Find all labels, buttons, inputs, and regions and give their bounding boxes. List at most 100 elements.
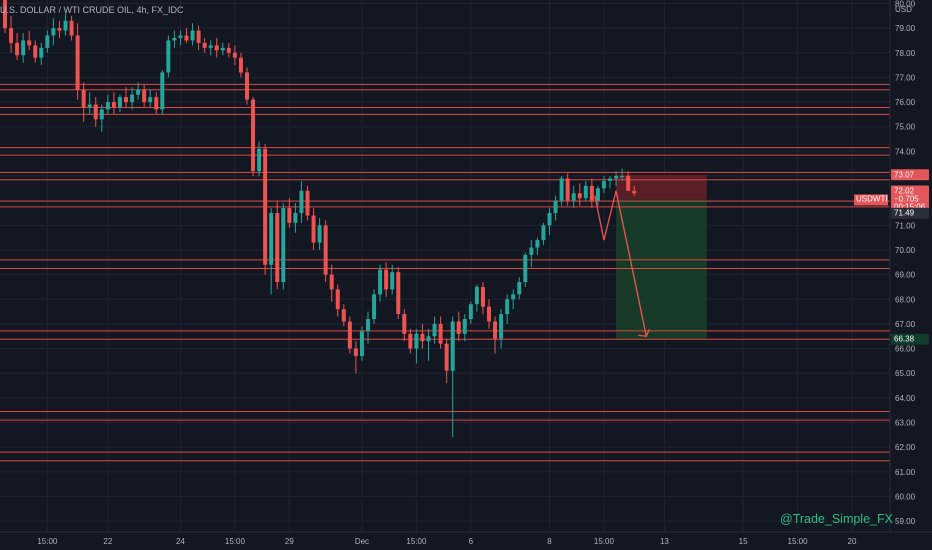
candle-body [408,333,413,349]
candle-body [269,213,274,265]
candle-body [450,321,455,371]
stop-price-tag-text: 73.07 [894,170,915,179]
watermark: @Trade_Simple_FX [780,512,893,526]
candle-body [317,225,322,243]
candle-body [69,20,74,36]
price-tick-label: 61.00 [895,468,916,477]
candle-body [160,72,165,110]
candle-body [178,35,183,38]
candle-body [353,348,358,356]
price-tick-label: 77.00 [895,73,916,82]
candle-body [226,47,231,53]
candle-body [9,28,14,43]
price-tick-label: 79.00 [895,24,916,33]
candle-body [87,104,92,107]
candle-body [601,180,606,189]
price-tick-label: 65.00 [895,369,916,378]
candle-body [347,321,352,349]
support-resistance-zones [0,83,890,462]
candle-body [130,94,135,103]
candle-body [595,188,600,201]
candle-body [323,225,328,275]
current-price-tag-text: 00:15:06 [894,202,926,211]
candle-body [565,178,570,201]
candles [3,0,637,438]
candle-body [553,200,558,213]
candle-body [462,319,467,334]
candle-body [577,193,582,199]
candle-body [493,321,498,339]
projection-path[interactable] [594,190,647,337]
candle-body [257,148,262,172]
candle-body [81,89,86,107]
candle-body [39,47,44,58]
candle-body [293,213,298,223]
candle-body [541,225,546,241]
candle-body [432,323,437,337]
candle-body [124,97,128,103]
target-price-tag[interactable]: 66.38 [891,333,929,345]
candle-body [117,97,122,107]
stop-price-tag[interactable]: 73.07 [891,169,929,181]
price-tick-label: 59.00 [895,517,916,526]
take-profit-zone[interactable] [616,199,707,340]
time-tick-label: 20 [848,537,857,546]
time-axis[interactable] [0,532,890,550]
target-price-tag-bg [891,333,929,345]
candle-body [287,208,292,223]
candle-body [444,343,449,371]
candle-body [281,208,286,283]
candle-body [420,333,425,342]
candle-body [202,42,207,48]
candle-body [499,314,504,339]
time-tick-label: 15:00 [406,537,427,546]
candle-body [583,185,588,199]
candle-body [208,45,213,48]
price-tick-label: 71.00 [895,221,916,230]
candle-body [474,286,479,305]
candle-body [33,45,38,58]
candle-body [523,254,528,283]
candle-body [238,57,243,73]
candle-body [220,47,225,51]
candle-body [154,97,159,110]
price-tick-label: 75.00 [895,123,916,132]
candle-body [196,30,201,43]
candle-body [45,35,50,48]
price-axis[interactable] [890,0,932,550]
candle-body [263,148,268,265]
candle-body [245,72,249,100]
time-tick-label: 15:00 [225,537,246,546]
candle-body [366,319,370,332]
candle-body [414,333,419,349]
price-tick-label: 62.00 [895,443,916,452]
price-tick-label: 76.00 [895,98,916,107]
candle-body [396,272,401,315]
candle-body [608,178,612,181]
candle-body [517,282,522,295]
candle-body [99,109,104,120]
candle-body [529,247,534,255]
price-tick-label: 63.00 [895,419,916,428]
entry-price-tag[interactable]: 71.49 [891,207,929,219]
candle-body [547,213,552,226]
currency-label: USD [895,5,912,14]
price-tick-label: 66.00 [895,345,916,354]
price-tick-label: 78.00 [895,49,916,58]
candle-body [166,40,171,73]
candle-body [559,178,564,201]
target-price-tag-text: 66.38 [894,335,915,344]
candle-body [426,336,431,342]
time-tick-label: 6 [469,537,474,546]
candle-body [505,299,510,315]
stop-loss-zone[interactable] [616,174,707,200]
candle-body [93,104,98,120]
time-tick-label: Dec [355,537,369,546]
time-tick-label: 22 [103,537,112,546]
entry-price-tag-bg [891,207,929,219]
time-tick-label: 29 [285,537,294,546]
candle-body [341,309,346,322]
candle-body [335,289,340,310]
